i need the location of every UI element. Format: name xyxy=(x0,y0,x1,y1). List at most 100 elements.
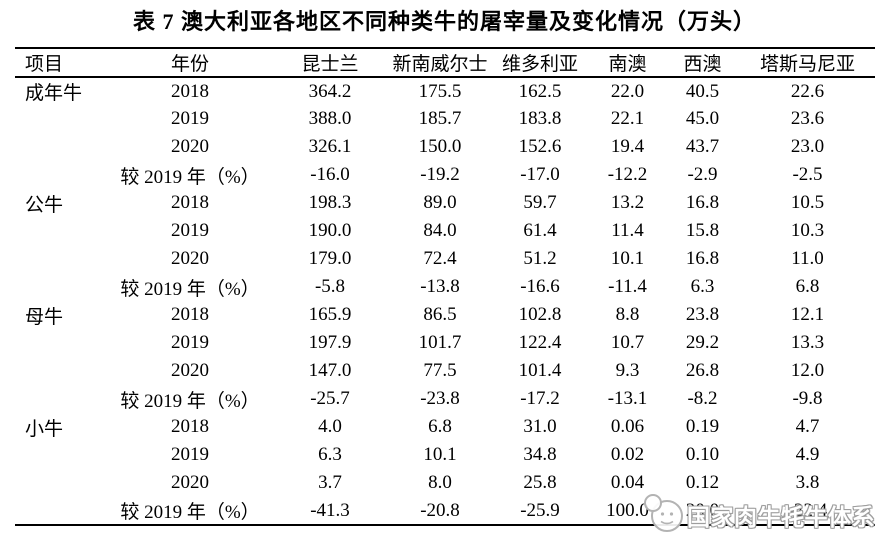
value-cell: 8.0 xyxy=(428,472,452,493)
item-cell xyxy=(15,441,110,469)
value-cell: 89.0 xyxy=(423,192,457,213)
value-cell: 198.3 xyxy=(308,192,352,213)
value-cell: 4.7 xyxy=(795,416,820,437)
item-cell xyxy=(15,217,110,245)
year-cell: 较 2019 年（%） xyxy=(120,502,260,523)
table-title: 表 7 澳大利亚各地区不同种类牛的屠宰量及变化情况（万头） xyxy=(132,9,756,34)
table-row: 2019 190.0 84.0 61.4 11.4 15.8 10.3 xyxy=(15,217,875,245)
year-cell: 2018 xyxy=(171,304,209,325)
value-cell: -8.2 xyxy=(687,388,718,409)
item-cell: 公牛 xyxy=(25,194,64,216)
year-cell: 2018 xyxy=(171,80,209,102)
value-cell: -13.8 xyxy=(420,276,460,297)
value-cell: 26.8 xyxy=(685,360,720,381)
item-cell xyxy=(15,273,110,301)
value-cell: 388.0 xyxy=(308,108,352,129)
value-cell: 165.9 xyxy=(308,304,352,325)
value-cell: 10.3 xyxy=(790,220,825,241)
value-cell: -25.7 xyxy=(310,388,350,409)
value-cell: 22.1 xyxy=(610,108,645,129)
value-cell: 100.0 xyxy=(606,499,649,521)
watermark-text: 国家肉牛牦牛体系 xyxy=(687,504,875,530)
value-cell: 147.0 xyxy=(308,360,352,381)
value-cell: 8.8 xyxy=(615,304,640,325)
item-cell xyxy=(15,161,110,189)
value-cell: 0.19 xyxy=(685,416,720,437)
header-cell: 年份 xyxy=(170,54,209,75)
header-cell: 项目 xyxy=(25,54,64,75)
table-row: 2020 326.1 150.0 152.6 19.4 43.7 23.0 xyxy=(15,133,875,161)
table-row: 成年牛 2018 364.2 175.5 162.5 22.0 40.5 22.6 xyxy=(15,77,875,105)
value-cell: 0.02 xyxy=(610,444,645,465)
value-cell: 175.5 xyxy=(418,80,462,102)
value-cell: 51.2 xyxy=(523,248,557,269)
header-row: 项目 年份 昆士兰 新南威尔士 维多利亚 南澳 西澳 塔斯马尼亚 xyxy=(15,48,875,77)
value-cell: 150.0 xyxy=(418,136,462,157)
value-cell: 9.3 xyxy=(615,360,640,381)
value-cell: -9.8 xyxy=(792,388,823,409)
value-cell: -13.1 xyxy=(607,388,648,409)
item-cell xyxy=(15,469,110,497)
value-cell: 101.4 xyxy=(518,360,562,381)
value-cell: 122.4 xyxy=(518,332,562,353)
value-cell: 16.8 xyxy=(685,192,720,213)
table-row: 2020 147.0 77.5 101.4 9.3 26.8 12.0 xyxy=(15,357,875,385)
value-cell: 0.12 xyxy=(685,472,720,493)
item-cell xyxy=(15,245,110,273)
year-cell: 较 2019 年（%） xyxy=(120,166,260,188)
value-cell: 34.8 xyxy=(523,444,557,465)
value-cell: -17.2 xyxy=(520,388,560,409)
value-cell: 22.0 xyxy=(610,80,645,102)
value-cell: 6.8 xyxy=(428,416,452,437)
table-row: 较 2019 年（%） -5.8 -13.8 -16.6 -11.4 6.3 6.8 xyxy=(15,273,875,301)
year-cell: 2019 xyxy=(171,332,209,353)
value-cell: 12.1 xyxy=(790,304,825,325)
year-cell: 2019 xyxy=(171,220,209,241)
value-cell: -41.3 xyxy=(310,499,350,521)
value-cell: 31.0 xyxy=(523,416,557,437)
value-cell: 20.0 xyxy=(685,499,720,521)
value-cell: 6.3 xyxy=(690,276,715,297)
table-row: 较 2019 年（%） -16.0 -19.2 -17.0 -12.2 -2.9 -2.5 xyxy=(15,161,875,189)
table-row: 2020 3.7 8.0 25.8 0.04 0.12 3.8 xyxy=(15,469,875,497)
value-cell: 45.0 xyxy=(685,108,720,129)
value-cell: 10.5 xyxy=(790,192,825,213)
header-cell: 维多利亚 xyxy=(501,54,578,75)
year-cell: 2018 xyxy=(171,192,209,213)
value-cell: -16.0 xyxy=(310,164,350,185)
value-cell: 326.1 xyxy=(308,136,352,157)
value-cell: 162.5 xyxy=(518,80,562,102)
value-cell: -17.0 xyxy=(520,164,560,185)
value-cell: -20.8 xyxy=(420,499,460,521)
value-cell: 102.8 xyxy=(518,304,562,325)
value-cell: -25.9 xyxy=(520,499,560,521)
value-cell: -2.9 xyxy=(687,164,718,185)
item-cell: 成年牛 xyxy=(25,83,83,104)
table-row: 较 2019 年（%） -41.3 -20.8 -25.9 100.0 20.0 -22.4 xyxy=(15,497,875,525)
slaughter-table: 项目 年份 昆士兰 新南威尔士 维多利亚 南澳 西澳 塔斯马尼亚 成年牛 2018 364.2 17… xyxy=(15,47,875,526)
item-cell xyxy=(15,385,110,413)
item-cell xyxy=(15,329,110,357)
table-row: 小牛 2018 4.0 6.8 31.0 0.06 0.19 4.7 xyxy=(15,413,875,441)
item-cell xyxy=(15,357,110,385)
value-cell: 23.0 xyxy=(790,136,825,157)
value-cell: -22.4 xyxy=(787,499,828,521)
value-cell: -5.8 xyxy=(314,276,346,297)
item-cell: 小牛 xyxy=(25,418,64,440)
value-cell: 86.5 xyxy=(423,304,457,325)
item-cell xyxy=(15,105,110,133)
value-cell: 77.5 xyxy=(423,360,457,381)
value-cell: 15.8 xyxy=(685,220,720,241)
value-cell: -2.5 xyxy=(792,164,823,185)
value-cell: -19.2 xyxy=(420,164,460,185)
value-cell: 190.0 xyxy=(308,220,352,241)
table-header: 项目 年份 昆士兰 新南威尔士 维多利亚 南澳 西澳 塔斯马尼亚 xyxy=(15,48,875,77)
item-cell xyxy=(15,133,110,161)
year-cell: 2019 xyxy=(171,444,209,465)
value-cell: 4.0 xyxy=(318,416,342,437)
value-cell: 43.7 xyxy=(685,136,720,157)
value-cell: 59.7 xyxy=(523,192,557,213)
value-cell: 84.0 xyxy=(423,220,457,241)
value-cell: 6.3 xyxy=(318,444,342,465)
